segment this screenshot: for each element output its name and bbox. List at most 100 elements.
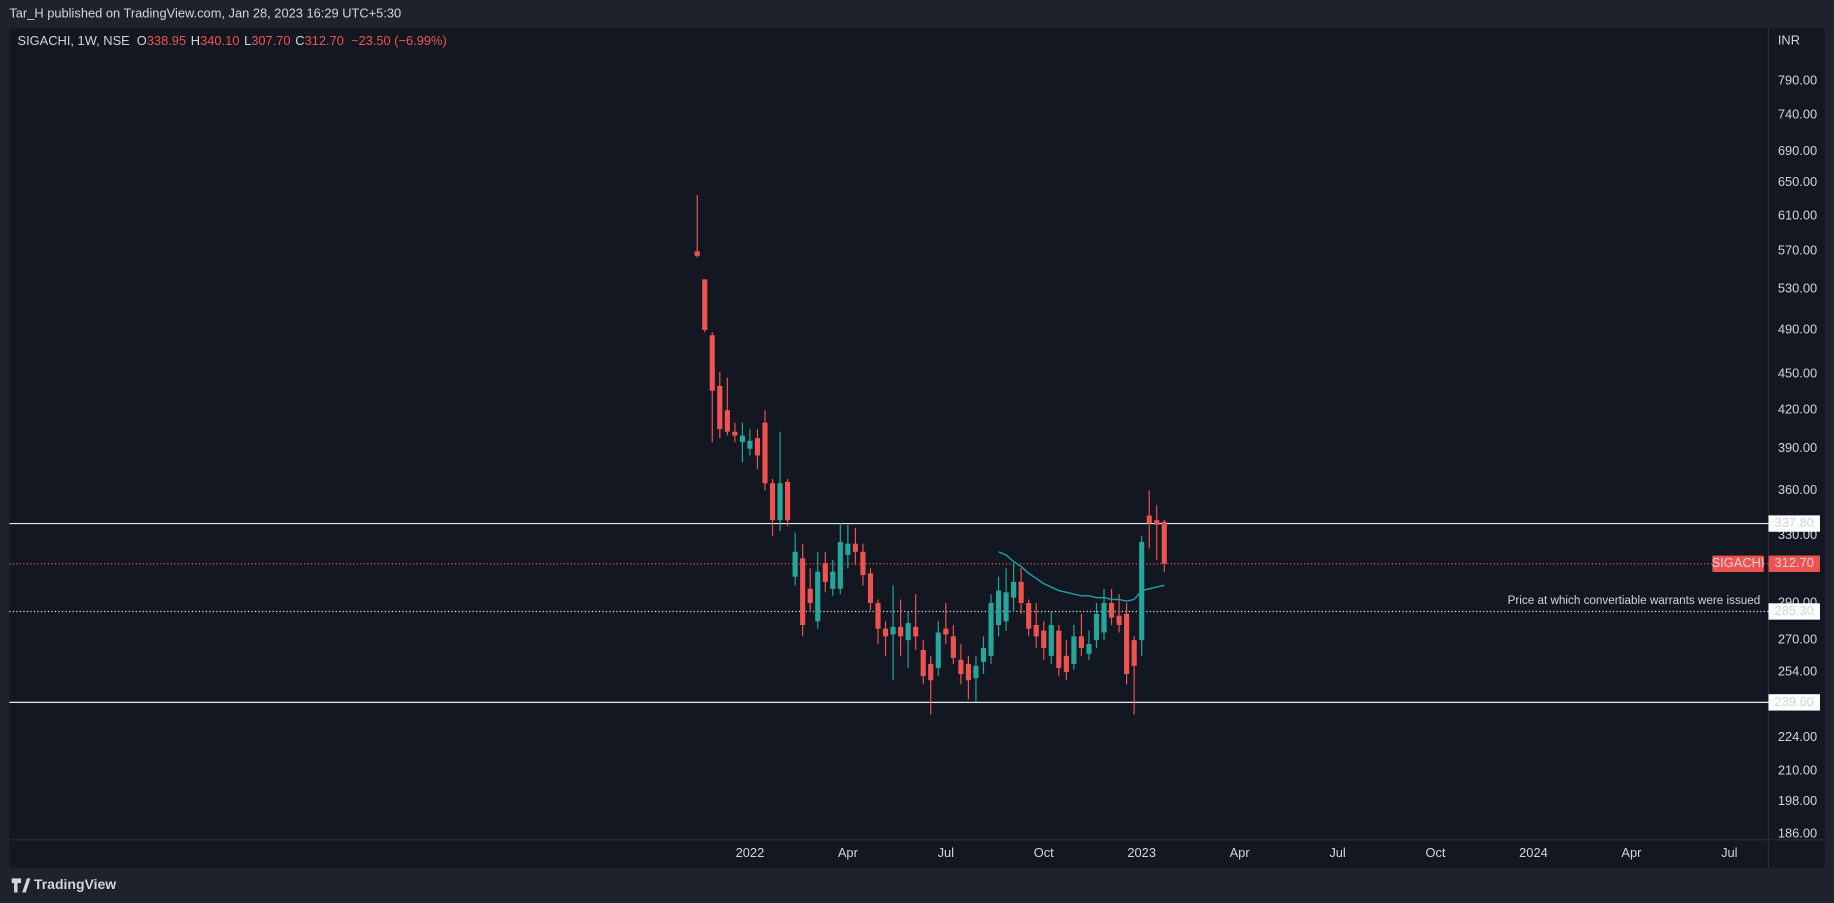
- x-tick-label: Jul: [938, 845, 954, 860]
- candle-body: [943, 628, 949, 635]
- candle-body: [1154, 520, 1160, 525]
- y-tick-label: 530.00: [1778, 280, 1817, 295]
- candle-body: [822, 563, 828, 582]
- candle-body: [890, 626, 896, 635]
- y-tick-label: 450.00: [1778, 366, 1817, 381]
- candle-body: [973, 665, 979, 679]
- y-tick-label: 690.00: [1778, 143, 1817, 158]
- brand: TradingView: [11, 876, 116, 893]
- candle-body: [875, 602, 881, 629]
- brand-name: TradingView: [34, 876, 116, 892]
- level-label: 239.60: [1775, 694, 1814, 709]
- x-tick-label: 2023: [1127, 845, 1156, 860]
- published-note: Tar_H published on TradingView.com, Jan …: [9, 5, 401, 20]
- candle-body: [815, 571, 821, 622]
- candle-body: [769, 483, 776, 521]
- y-tick-label: 490.00: [1778, 321, 1817, 336]
- candle-body: [1011, 581, 1017, 598]
- candle-body: [1041, 630, 1047, 648]
- x-tick-label: Apr: [1621, 845, 1642, 860]
- x-tick-label: Jul: [1329, 845, 1345, 860]
- level-label-box: [1768, 694, 1820, 711]
- candle-body: [1026, 602, 1032, 629]
- candle-body: [1101, 602, 1107, 633]
- candle-body: [860, 551, 866, 576]
- candle-body: [958, 659, 964, 675]
- candle-body: [928, 663, 934, 681]
- candle-body: [1146, 515, 1152, 524]
- candle-body: [1048, 624, 1054, 656]
- candle-body: [920, 649, 926, 677]
- candle-body: [717, 385, 723, 430]
- legend-value: 312.70: [305, 34, 344, 49]
- y-tick-label: 224.00: [1778, 729, 1817, 744]
- candle-body: [1003, 592, 1009, 622]
- y-tick-label: 360.00: [1778, 482, 1817, 497]
- legend-key: L: [244, 34, 251, 49]
- x-tick-label: Jul: [1721, 845, 1737, 860]
- y-tick-label: 570.00: [1778, 243, 1817, 258]
- legend-symbol: SIGACHI, 1W, NSE: [18, 34, 131, 49]
- candle-body: [980, 647, 987, 662]
- y-tick-label: 186.00: [1778, 826, 1817, 841]
- legend-key: O: [137, 34, 147, 49]
- y-tick-label: 210.00: [1778, 762, 1817, 777]
- candle-body: [754, 438, 761, 456]
- last-price-name: SIGACHI: [1712, 555, 1765, 570]
- y-tick-label: 390.00: [1778, 440, 1817, 455]
- candle-body: [988, 602, 994, 656]
- candle-body: [762, 422, 768, 484]
- currency: INR: [1778, 32, 1800, 47]
- candle-body: [830, 571, 836, 589]
- candle-body: [1056, 630, 1062, 668]
- legend-change: −23.50 (−6.99%): [351, 34, 447, 49]
- y-tick-label: 420.00: [1778, 402, 1817, 417]
- candle-body: [1093, 613, 1100, 641]
- candle-body: [724, 410, 730, 432]
- candle-body: [800, 558, 806, 625]
- y-tick-label: 650.00: [1778, 174, 1817, 189]
- level-label: 285.30: [1775, 603, 1814, 618]
- candle-body: [913, 626, 919, 637]
- candle-body: [1063, 655, 1069, 672]
- y-tick-label: 254.00: [1778, 663, 1817, 678]
- candle-body: [1116, 615, 1122, 625]
- y-tick-label: 270.00: [1778, 632, 1817, 647]
- candle-body: [1124, 613, 1130, 675]
- x-tick-label: Apr: [1230, 845, 1251, 860]
- x-tick-label: Oct: [1425, 845, 1445, 860]
- y-tick-label: 610.00: [1778, 207, 1817, 222]
- candle-body: [1071, 636, 1077, 664]
- legend: SIGACHI, 1W, NSE O338.95 H340.10 L307.70 C31…: [18, 34, 447, 49]
- candle-body: [867, 573, 874, 603]
- level-label: 337.80: [1775, 515, 1814, 530]
- candle-body: [845, 543, 851, 556]
- last-price-label: 312.70: [1775, 555, 1814, 570]
- candle-body: [732, 431, 738, 436]
- candle-body: [1018, 581, 1024, 603]
- candle-body: [950, 636, 956, 658]
- candle-body: [1108, 602, 1115, 618]
- candle-body: [702, 279, 708, 330]
- candle-body: [837, 542, 843, 589]
- legend-value: 338.95: [147, 34, 186, 49]
- level-label-box: [1768, 603, 1820, 620]
- candle-body: [792, 551, 798, 577]
- legend-value: 307.70: [251, 34, 290, 49]
- legend-key: H: [191, 34, 200, 49]
- candle-body: [965, 663, 971, 681]
- candle-body: [777, 483, 783, 521]
- last-price-name-box: [1712, 555, 1764, 572]
- candle-body: [1078, 636, 1084, 648]
- pane: [9, 28, 1825, 868]
- legend-value: 340.10: [200, 34, 239, 49]
- y-tick-label: 198.00: [1778, 793, 1817, 808]
- candle-body: [747, 440, 753, 449]
- candle-body: [1161, 521, 1167, 564]
- candle-body: [898, 626, 904, 637]
- x-tick-label: 2022: [736, 845, 765, 860]
- x-tick-label: Oct: [1034, 845, 1054, 860]
- last-price-label-box: [1768, 555, 1820, 572]
